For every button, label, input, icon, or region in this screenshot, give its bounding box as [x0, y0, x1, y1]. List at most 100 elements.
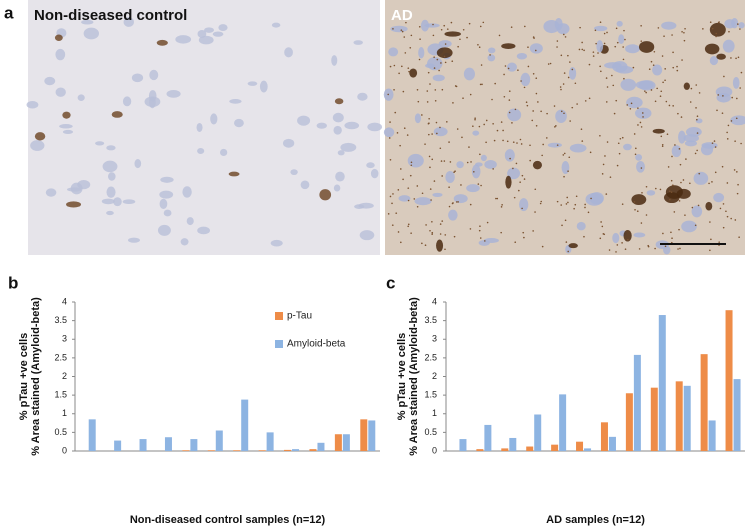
bar — [501, 448, 509, 451]
fibril — [514, 241, 517, 244]
x-axis-label: AD samples (n=12) — [546, 514, 645, 526]
fibril — [409, 174, 412, 177]
fibril — [418, 58, 421, 61]
cell — [652, 128, 665, 134]
cell — [671, 145, 682, 158]
fibril — [626, 104, 629, 106]
fibril — [627, 238, 629, 241]
cell — [55, 48, 66, 61]
cell — [466, 184, 480, 193]
fibril — [435, 121, 438, 124]
fibril — [413, 198, 416, 200]
fibril — [718, 241, 720, 243]
x-axis-label: Non-diseased control samples (n=12) — [130, 514, 326, 526]
cell — [332, 112, 344, 123]
fibril — [520, 80, 522, 82]
cell — [709, 22, 726, 37]
fibril — [597, 52, 599, 54]
bar — [625, 393, 633, 451]
fibril — [556, 200, 559, 203]
bar — [484, 424, 492, 451]
cell — [463, 67, 475, 81]
fibril — [500, 231, 502, 234]
fibril — [454, 170, 456, 173]
bar — [476, 449, 484, 451]
cell — [436, 47, 453, 59]
fibril — [731, 96, 733, 99]
fibril — [429, 83, 431, 85]
cell — [197, 30, 207, 38]
fibril — [691, 206, 694, 209]
fibril — [725, 210, 727, 213]
cell — [532, 160, 542, 170]
y-tick-label: 0.5 — [424, 427, 437, 437]
fibril — [462, 28, 465, 31]
cell — [615, 65, 634, 74]
cell — [122, 199, 136, 204]
fibril — [603, 42, 606, 45]
fibril — [523, 236, 525, 239]
bar — [182, 450, 190, 451]
fibril — [478, 125, 481, 128]
fibril — [553, 105, 556, 107]
cell — [730, 115, 745, 126]
fibril — [484, 240, 486, 242]
fibril — [517, 189, 520, 192]
fibril — [660, 135, 663, 138]
fibril — [479, 225, 481, 227]
cell — [568, 243, 578, 249]
fibril — [739, 28, 741, 30]
cell — [612, 232, 620, 244]
cell — [685, 127, 702, 137]
fibril — [454, 85, 457, 87]
fibril — [615, 27, 618, 30]
fibril — [666, 133, 669, 136]
fibril — [726, 138, 729, 140]
fibril — [715, 35, 717, 38]
fibril — [672, 66, 675, 69]
fibril — [698, 92, 701, 94]
fibril — [516, 142, 518, 144]
fibril — [567, 76, 570, 79]
fibril — [573, 207, 575, 210]
fibril — [440, 160, 443, 162]
fibril — [387, 93, 389, 96]
fibril — [568, 156, 571, 159]
cell — [62, 129, 74, 134]
fibril — [645, 185, 648, 188]
fibril — [564, 219, 567, 222]
bar — [190, 439, 198, 451]
bar — [633, 354, 641, 451]
fibril — [637, 107, 639, 109]
cell — [77, 94, 85, 102]
fibril — [640, 167, 643, 169]
fibril — [722, 95, 724, 97]
cell — [604, 62, 622, 69]
cell — [652, 64, 663, 76]
fibril — [517, 69, 519, 71]
cell — [197, 148, 205, 154]
y-tick-label: 1 — [432, 408, 437, 418]
cell — [335, 171, 345, 182]
y-axis-label: % pTau +ve cells — [396, 333, 408, 421]
fibril — [479, 25, 482, 28]
fibril — [613, 112, 616, 115]
fibril — [684, 214, 686, 216]
fibril — [563, 175, 565, 178]
fibril — [477, 183, 480, 185]
fibril — [611, 74, 613, 77]
fibril — [696, 115, 699, 118]
fibril — [446, 121, 448, 123]
fibril — [588, 63, 591, 66]
fibril — [492, 168, 494, 170]
bar — [534, 414, 542, 451]
fibril — [451, 60, 454, 63]
fibril — [401, 65, 403, 68]
fibril — [563, 112, 565, 115]
fibril — [468, 146, 470, 148]
fibril — [421, 242, 423, 245]
cell — [54, 34, 63, 41]
fibril — [404, 52, 407, 54]
fibril — [621, 242, 623, 244]
